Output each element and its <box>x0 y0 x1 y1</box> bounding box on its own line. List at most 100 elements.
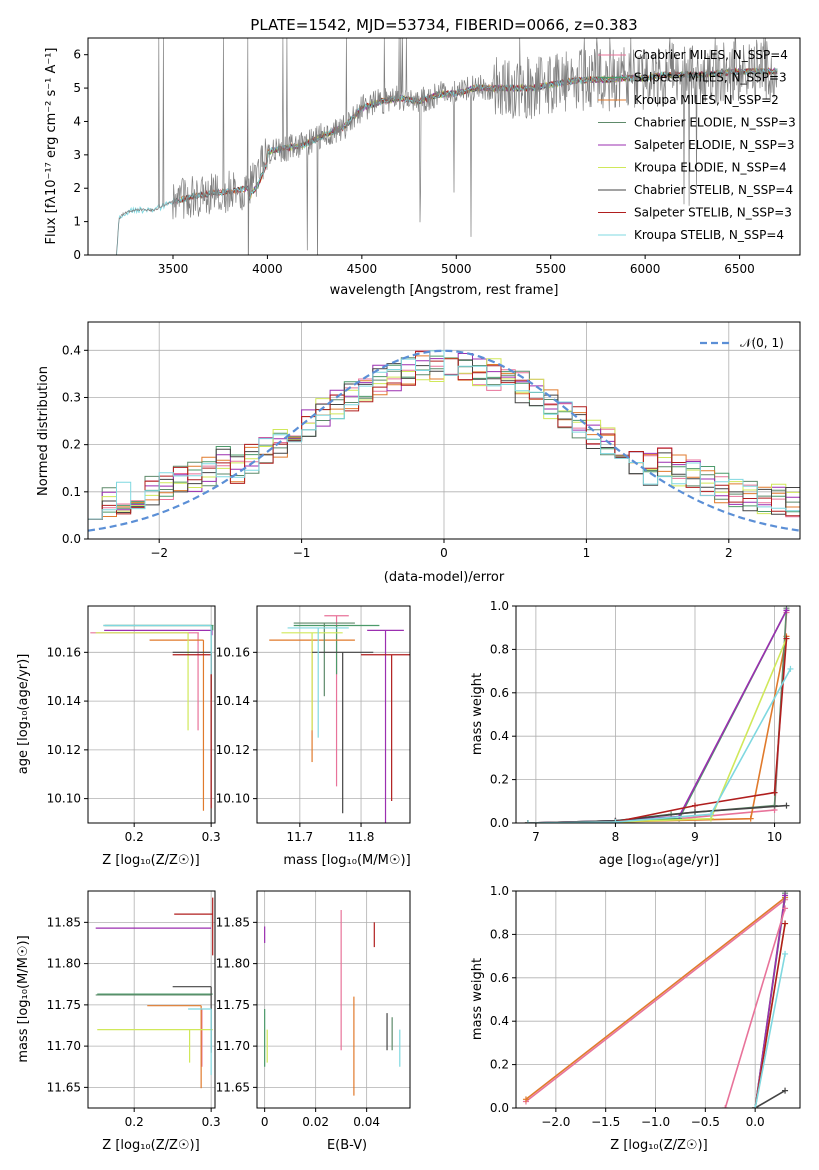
x-tick-label: −1.5 <box>591 1115 620 1129</box>
x-axis-label: (data-model)/error <box>384 570 505 585</box>
x-tick-label: −0.5 <box>691 1115 720 1129</box>
y-axis-label: Flux [fλ10⁻¹⁷ erg cm⁻² s⁻¹ A⁻¹] <box>44 48 59 245</box>
x-tick-label: 0.2 <box>125 830 144 844</box>
legend-label: 𝒩(0, 1) <box>740 336 784 350</box>
ebv-mass-panel: 0 0.02 0.04 11.65 11.70 11.75 11.80 11.85 E(B-V… <box>216 890 411 1153</box>
series-marker <box>752 1105 759 1108</box>
series-marker <box>782 1087 789 1094</box>
series-marker <box>707 811 714 818</box>
legend-label: Salpeter STELIB, N_SSP=3 <box>634 206 792 220</box>
x-axis-label: age [log₁₀(age/yr)] <box>599 853 720 868</box>
normal-curve <box>88 349 800 532</box>
errorbar-point <box>97 1029 213 1063</box>
x-tick-label: 11.8 <box>348 830 375 844</box>
series-marker <box>782 905 789 912</box>
legend-label: Chabrier STELIB, N_SSP=4 <box>634 183 793 197</box>
series-line <box>754 953 786 1108</box>
x-tick-label: −2 <box>150 546 168 560</box>
x-tick-label: −1.0 <box>641 1115 670 1129</box>
x-tick-label: −2.0 <box>541 1115 570 1129</box>
y-tick-label: 4 <box>73 114 81 128</box>
y-tick-label: 1.0 <box>490 599 509 613</box>
x-tick-label: 0.04 <box>353 1115 380 1129</box>
plot-frame <box>256 605 411 824</box>
y-tick-label: 0.4 <box>490 729 509 743</box>
series-marker <box>722 1105 729 1108</box>
series-line <box>527 609 788 823</box>
y-tick-label: 11.75 <box>47 998 81 1012</box>
y-tick-label: 0 <box>73 248 81 262</box>
y-tick-label: 11.85 <box>216 915 250 929</box>
x-tick-label: 0.2 <box>125 1115 144 1129</box>
series-marker <box>783 607 790 614</box>
x-axis-label: E(B-V) <box>327 1138 367 1153</box>
series-marker <box>787 665 794 672</box>
errorbar-point <box>172 986 212 1053</box>
series-line <box>754 923 786 1108</box>
plot-area <box>90 624 214 823</box>
mass-age-panel: 11.7 11.8 10.10 10.12 10.14 10.16 mass [log₁₀… <box>216 605 411 868</box>
x-axis-label: mass [log₁₀(M/M☉)] <box>283 853 410 868</box>
plot-frame <box>87 890 216 1109</box>
plot-frame <box>87 605 216 824</box>
series-line <box>527 612 788 823</box>
y-axis-label: mass weight <box>470 958 485 1040</box>
y-tick-label: 10.16 <box>47 645 81 659</box>
legend-label: Kroupa STELIB, N_SSP=4 <box>634 228 784 242</box>
x-axis-label: Z [log₁₀(Z/Z☉)] <box>102 853 199 868</box>
y-tick-label: 11.65 <box>47 1080 81 1094</box>
y-tick-label: 11.70 <box>216 1039 250 1053</box>
x-axis-label: Z [log₁₀(Z/Z☉)] <box>610 1138 707 1153</box>
y-tick-label: 10.10 <box>47 792 81 806</box>
x-tick-label: 5000 <box>441 262 472 276</box>
data-spectrum-line <box>116 38 778 255</box>
y-axis-label: age [log₁₀(age/yr)] <box>16 654 31 775</box>
errorbar-point <box>188 1008 212 1075</box>
x-tick-label: 0.0 <box>746 1115 765 1129</box>
x-axis-label: Z [log₁₀(Z/Z☉)] <box>102 1138 199 1153</box>
x-tick-label: 0.3 <box>202 830 221 844</box>
y-tick-label: 0.2 <box>62 438 81 452</box>
y-tick-label: 11.70 <box>47 1039 81 1053</box>
series-marker <box>783 802 790 809</box>
z-mass-panel: 0.2 0.3 11.65 11.70 11.75 11.80 11.85 Z [log₁₀… <box>16 890 221 1153</box>
errorbar-point <box>104 629 213 636</box>
x-tick-label: 0.3 <box>202 1115 221 1129</box>
series-line <box>527 608 788 823</box>
y-tick-label: 10.12 <box>47 743 81 757</box>
plot-frame <box>87 37 801 256</box>
y-tick-label: 0.3 <box>62 390 81 404</box>
y-tick-label: 2 <box>73 181 81 195</box>
plot-area <box>116 38 778 255</box>
y-tick-label: 0.1 <box>62 485 81 499</box>
legend-label: Kroupa MILES, N_SSP=2 <box>634 93 779 107</box>
x-tick-label: 7 <box>532 830 540 844</box>
x-tick-label: 1 <box>583 546 591 560</box>
y-tick-label: 0.2 <box>490 1058 509 1072</box>
errorbar-point <box>149 639 205 811</box>
series-marker <box>524 820 531 823</box>
x-tick-label: 3500 <box>158 262 189 276</box>
y-tick-label: 0.4 <box>62 343 81 357</box>
errorbar-point <box>147 1005 202 1089</box>
x-tick-label: 6000 <box>630 262 661 276</box>
y-tick-label: 0.0 <box>490 1101 509 1115</box>
plot-area <box>524 606 794 823</box>
residuals-panel: −2 −1 0 1 2 0.0 0.1 0.2 0.3 0.4 𝒩(0, 1) (data-mod… <box>36 321 801 585</box>
series-marker <box>747 815 754 822</box>
errorbar-point <box>361 654 410 802</box>
x-tick-label: 0 <box>440 546 448 560</box>
x-tick-label: −1 <box>293 546 311 560</box>
y-tick-label: 0.8 <box>490 642 509 656</box>
y-tick-label: 5 <box>73 81 81 95</box>
x-tick-label: 9 <box>691 830 699 844</box>
x-axis-label: wavelength [Angstrom, rest frame] <box>330 283 559 298</box>
series-marker <box>691 802 698 809</box>
errorbar-point <box>104 624 214 631</box>
x-tick-label: 4000 <box>252 262 283 276</box>
plot-area <box>88 349 800 532</box>
x-tick-label: 11.7 <box>286 830 313 844</box>
legend-label: Chabrier ELODIE, N_SSP=3 <box>634 116 796 130</box>
x-tick-label: 8 <box>612 830 620 844</box>
series-line <box>525 899 786 1103</box>
